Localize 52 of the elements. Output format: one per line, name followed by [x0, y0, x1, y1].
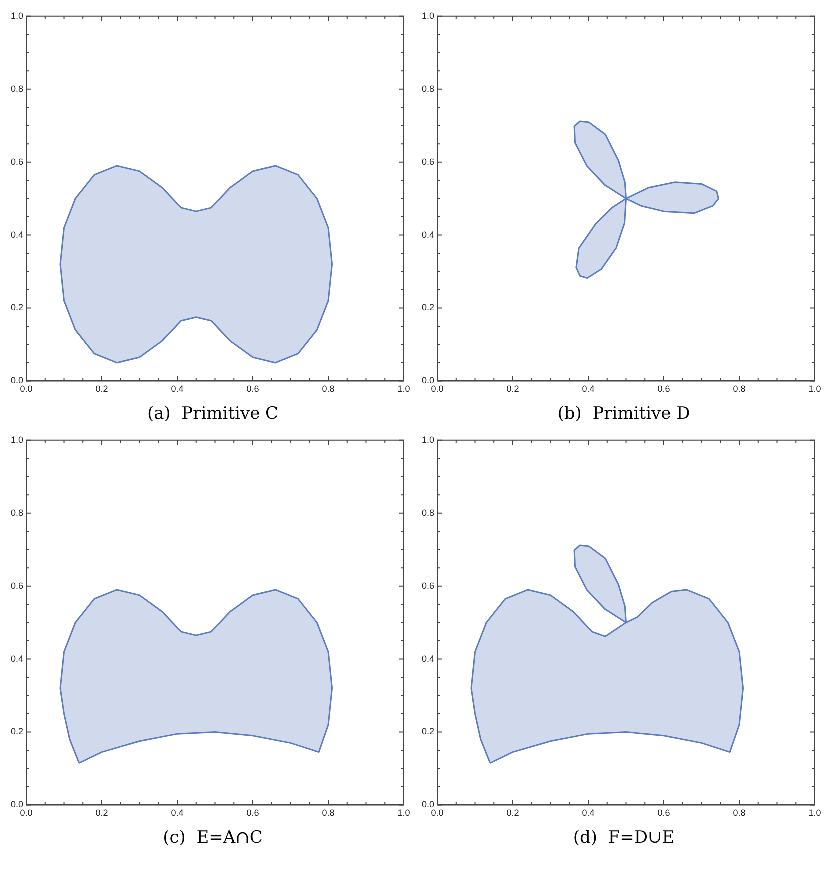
x-tick-label: 0.6: [246, 808, 260, 818]
x-tick-label: 0.4: [171, 808, 184, 818]
x-tick-label: 1.0: [398, 808, 410, 818]
y-tick-label: 0.0: [10, 800, 24, 810]
x-tick-label: 1.0: [808, 808, 822, 818]
x-tick-label: 0.0: [20, 808, 33, 818]
x-tick-label: 0.8: [733, 808, 746, 818]
y-tick-label: 0.4: [422, 654, 435, 664]
y-tick-label: 0.8: [10, 508, 24, 518]
x-tick-label: 1.0: [398, 384, 410, 394]
y-tick-label: 0.6: [10, 580, 24, 591]
x-tick-label: 0.2: [96, 384, 108, 394]
y-tick-label: 1.0: [422, 10, 435, 21]
x-tick-label: 0.2: [96, 808, 108, 818]
y-tick-label: 0.8: [422, 508, 435, 518]
y-tick-label: 0.0: [10, 376, 24, 386]
x-tick-label: 0.6: [658, 384, 670, 394]
x-tick-label: 0.0: [431, 808, 444, 818]
y-tick-label: 0.4: [10, 654, 24, 664]
x-tick-label: 0.0: [20, 384, 33, 394]
text: (d) F=D∪E: [573, 828, 675, 848]
x-tick-label: 0.8: [322, 808, 335, 818]
text: (b) Primitive D: [558, 404, 690, 424]
x-tick-label: 1.0: [808, 384, 822, 394]
y-tick-label: 0.6: [10, 156, 24, 167]
y-tick-label: 0.2: [422, 302, 435, 313]
y-tick-label: 1.0: [422, 434, 435, 445]
y-tick-label: 0.6: [422, 580, 435, 591]
y-tick-label: 0.4: [10, 230, 24, 240]
y-tick-label: 0.8: [422, 84, 435, 94]
y-tick-label: 0.2: [10, 726, 24, 737]
text: (a) Primitive C: [147, 404, 279, 424]
x-tick-label: 0.4: [582, 384, 595, 394]
x-tick-label: 0.0: [431, 384, 444, 394]
y-tick-label: 0.2: [422, 726, 435, 737]
y-tick-label: 0.2: [10, 302, 24, 313]
y-tick-label: 0.0: [422, 800, 435, 810]
x-tick-label: 0.4: [171, 384, 184, 394]
y-tick-label: 0.6: [422, 156, 435, 167]
y-tick-label: 0.0: [422, 376, 435, 386]
x-tick-label: 0.6: [658, 808, 670, 818]
x-tick-label: 0.8: [322, 384, 335, 394]
y-tick-label: 1.0: [10, 434, 24, 445]
x-tick-label: 0.2: [506, 808, 520, 818]
y-tick-label: 1.0: [10, 10, 24, 21]
x-tick-label: 0.4: [582, 808, 595, 818]
y-tick-label: 0.8: [10, 84, 24, 94]
x-tick-label: 0.6: [246, 384, 260, 394]
x-tick-label: 0.8: [733, 384, 746, 394]
y-tick-label: 0.4: [422, 230, 435, 240]
text: (c) E=A∩C: [163, 828, 263, 848]
x-tick-label: 0.2: [506, 384, 520, 394]
